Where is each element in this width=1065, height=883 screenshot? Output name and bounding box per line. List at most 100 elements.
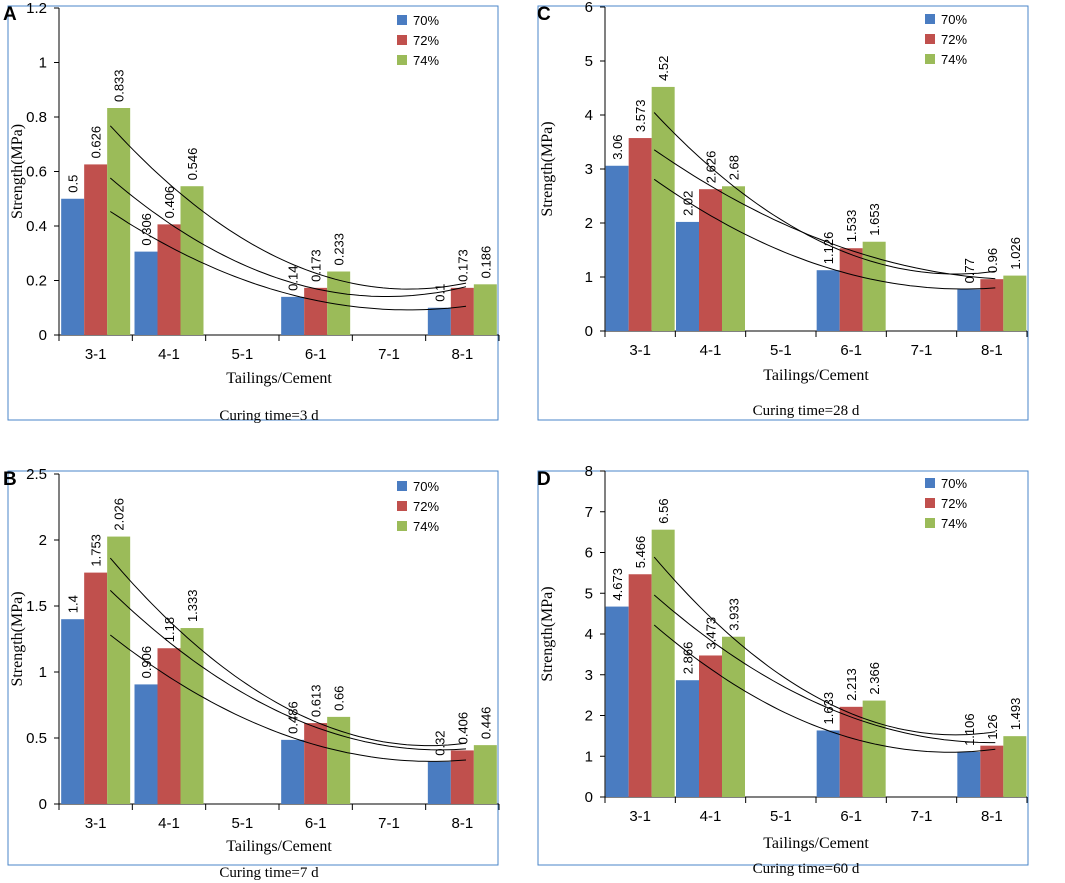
y-axis-title: Strength(MPa) bbox=[9, 124, 26, 219]
x-tick-label: 4-1 bbox=[700, 808, 722, 825]
data-label: 3.473 bbox=[704, 617, 719, 650]
panel-label: C bbox=[537, 4, 551, 25]
x-tick-label: 3-1 bbox=[629, 808, 651, 825]
panel-label: A bbox=[3, 4, 17, 25]
bar-70pct-3-1 bbox=[61, 198, 85, 335]
trendline-72pct bbox=[653, 594, 996, 744]
x-tick-label: 3-1 bbox=[629, 342, 651, 359]
bar-72pct-3-1 bbox=[628, 574, 652, 797]
data-label: 1.026 bbox=[1008, 237, 1023, 270]
chart-panel-a-content: A 0 0.2 0.4 0.6 0.8 1 1.2 3-1 4-1 5-1 6-1 7-1 8-1 Tail… bbox=[3, 0, 500, 424]
legend-label: 70% bbox=[413, 479, 439, 494]
chart-frame bbox=[537, 470, 1029, 866]
legend-label: 74% bbox=[413, 519, 439, 534]
y-tick-label: 2 bbox=[585, 215, 593, 232]
legend-swatch bbox=[925, 498, 935, 508]
data-label: 1.126 bbox=[821, 232, 836, 265]
chart-frame bbox=[7, 5, 499, 421]
x-tick-label: 8-1 bbox=[451, 815, 473, 832]
x-tick-label: 5-1 bbox=[231, 346, 253, 363]
chart-frame bbox=[7, 470, 499, 866]
bar-72pct-6-1 bbox=[304, 287, 328, 335]
bar-70pct-8-1 bbox=[957, 289, 981, 331]
legend-swatch bbox=[925, 14, 935, 24]
bar-70pct-4-1 bbox=[676, 221, 699, 331]
trendline-70pct bbox=[653, 624, 996, 753]
data-label: 0.32 bbox=[432, 730, 447, 755]
bar-74pct-3-1 bbox=[651, 86, 675, 331]
data-label: 0.613 bbox=[309, 685, 324, 718]
legend-label: 74% bbox=[941, 516, 967, 531]
data-label: 3.573 bbox=[633, 100, 648, 133]
y-tick-label: 5 bbox=[585, 585, 593, 602]
x-axis-title: Tailings/Cement bbox=[226, 370, 332, 387]
bar-74pct-6-1 bbox=[327, 271, 351, 335]
data-label: 1.753 bbox=[89, 534, 104, 567]
chart-panel-d: D 0 1 2 3 4 5 6 7 8 3-1 4-1 5-1 6-1 7-1 8-1 Tailings/Cem… bbox=[537, 463, 1029, 877]
legend-label: 74% bbox=[941, 52, 967, 67]
y-tick-label: 0.4 bbox=[26, 218, 47, 235]
legend-swatch bbox=[397, 55, 407, 65]
data-label: 2.366 bbox=[867, 662, 882, 695]
bar-70pct-3-1 bbox=[61, 619, 85, 804]
x-tick-label: 7-1 bbox=[378, 815, 400, 832]
x-tick-label: 3-1 bbox=[85, 346, 107, 363]
data-label: 1.653 bbox=[867, 203, 882, 236]
data-label: 0.406 bbox=[162, 186, 177, 219]
bar-70pct-8-1 bbox=[427, 761, 451, 804]
legend-swatch bbox=[925, 518, 935, 528]
bar-74pct-3-1 bbox=[651, 529, 675, 797]
data-label: 0.5 bbox=[66, 175, 81, 193]
data-label: 2.866 bbox=[681, 642, 696, 675]
x-tick-label: 5-1 bbox=[231, 815, 253, 832]
y-tick-label: 0.6 bbox=[26, 164, 47, 181]
trendline-74pct bbox=[109, 557, 467, 747]
data-label: 1.106 bbox=[962, 713, 977, 746]
y-tick-label: 4 bbox=[585, 107, 593, 124]
data-label: 0.77 bbox=[962, 258, 977, 283]
bar-74pct-4-1 bbox=[722, 186, 745, 331]
y-tick-label: 1 bbox=[585, 748, 593, 765]
y-tick-label: 3 bbox=[585, 161, 593, 178]
chart-panel-b-content: B 0 0.5 1 1.5 2 2.5 3-1 4-1 5-1 6-1 7-1 8-1 Tailings/… bbox=[3, 466, 500, 881]
data-label: 0.173 bbox=[455, 249, 470, 282]
y-tick-label: 6 bbox=[585, 545, 593, 562]
bar-74pct-4-1 bbox=[180, 186, 204, 335]
x-tick-label: 3-1 bbox=[85, 815, 107, 832]
data-label: 0.96 bbox=[985, 248, 1000, 273]
bar-74pct-8-1 bbox=[473, 284, 497, 335]
bar-70pct-4-1 bbox=[134, 684, 158, 804]
data-label: 0.486 bbox=[286, 701, 301, 734]
trendline-72pct bbox=[109, 177, 467, 297]
y-tick-label: 5 bbox=[585, 53, 593, 70]
bar-72pct-6-1 bbox=[304, 723, 328, 804]
x-axis-title: Tailings/Cement bbox=[226, 838, 332, 855]
bar-72pct-4-1 bbox=[157, 648, 181, 804]
bar-70pct-3-1 bbox=[605, 165, 629, 331]
x-tick-label: 7-1 bbox=[911, 808, 933, 825]
bar-74pct-8-1 bbox=[1003, 275, 1027, 331]
trendline-72pct bbox=[653, 149, 996, 280]
trendline-72pct bbox=[109, 590, 467, 751]
x-tick-label: 5-1 bbox=[770, 808, 792, 825]
panel-label: D bbox=[537, 469, 551, 490]
data-label: 0.14 bbox=[286, 266, 301, 291]
x-tick-label: 7-1 bbox=[378, 346, 400, 363]
legend-swatch bbox=[925, 34, 935, 44]
data-label: 3.06 bbox=[610, 134, 625, 159]
legend-swatch bbox=[397, 501, 407, 511]
y-axis-title: Strength(MPa) bbox=[9, 591, 26, 686]
chart-panel-b: B 0 0.5 1 1.5 2 2.5 3-1 4-1 5-1 6-1 7-1 8-1 Tailings/… bbox=[3, 466, 500, 881]
legend-label: 70% bbox=[413, 13, 439, 28]
legend-label: 72% bbox=[413, 33, 439, 48]
trendline-70pct bbox=[653, 178, 996, 290]
y-tick-label: 0.8 bbox=[26, 109, 47, 126]
bar-72pct-3-1 bbox=[84, 164, 108, 335]
bar-74pct-8-1 bbox=[1003, 736, 1027, 797]
bar-70pct-6-1 bbox=[816, 730, 840, 797]
data-label: 2.02 bbox=[681, 191, 696, 216]
bar-74pct-4-1 bbox=[180, 628, 204, 804]
x-tick-label: 8-1 bbox=[981, 808, 1003, 825]
x-tick-label: 4-1 bbox=[158, 346, 180, 363]
